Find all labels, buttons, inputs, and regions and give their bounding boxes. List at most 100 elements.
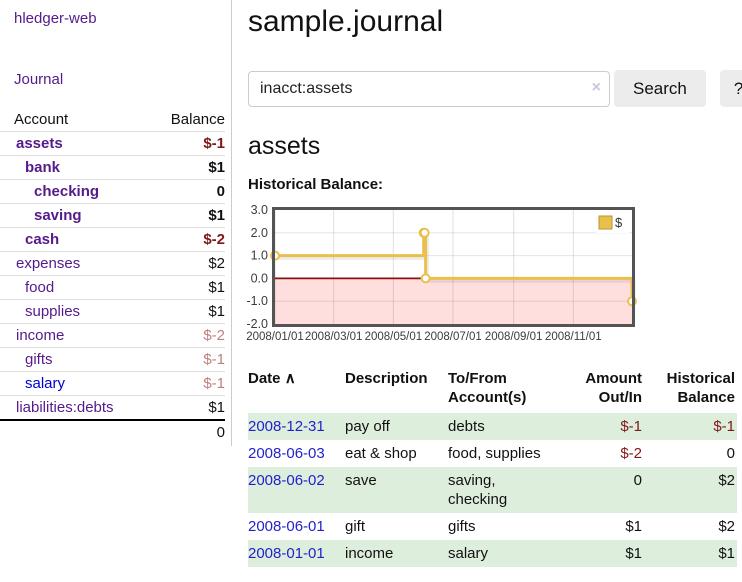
svg-text:2.0: 2.0 xyxy=(251,226,268,240)
account-link[interactable]: salary xyxy=(25,375,66,392)
account-balance: 0 xyxy=(152,179,225,204)
account-link[interactable]: food xyxy=(25,279,55,296)
transaction-amount: $-2 xyxy=(620,445,642,462)
register-row: 2008-12-31 pay off debts $-1 $-1 xyxy=(248,413,737,440)
account-row: saving $1 xyxy=(0,203,225,228)
page-title: sample.journal xyxy=(248,5,444,38)
account-row: supplies $1 xyxy=(0,299,225,324)
register-row: 2008-01-01 income salary $1 $1 xyxy=(248,540,737,567)
account-balance: $1 xyxy=(152,155,225,180)
help-button[interactable]: ? xyxy=(719,70,742,107)
clear-search-icon[interactable]: × xyxy=(591,78,601,96)
account-heading: assets xyxy=(248,132,321,160)
balance-chart-container: $3.0 2.0 1.0 0.0 -1.0 -2.0 2008/01/01 2008/03/0… xyxy=(244,202,742,348)
account-link[interactable]: bank xyxy=(25,159,61,176)
svg-text:2008/05/01: 2008/05/01 xyxy=(365,331,423,343)
app-title-link[interactable]: hledger-web xyxy=(14,10,97,27)
transaction-date-link[interactable]: 2008-01-01 xyxy=(248,545,325,562)
transaction-balance: $-1 xyxy=(713,418,735,435)
main-content: sample.journal × Search ? assets Histori… xyxy=(232,0,742,567)
transaction-accounts: gifts xyxy=(448,518,476,535)
account-balance: $-2 xyxy=(152,323,225,348)
account-balance: $-1 xyxy=(152,347,225,372)
transaction-date-link[interactable]: 2008-06-03 xyxy=(248,445,325,462)
account-total-row: 0 xyxy=(0,419,225,444)
transaction-amount: 0 xyxy=(633,472,642,489)
transaction-date-link[interactable]: 2008-06-01 xyxy=(248,518,325,535)
transaction-description: save xyxy=(345,472,377,489)
account-row: income $-2 xyxy=(0,323,225,348)
account-balance: $-2 xyxy=(152,227,225,252)
account-row: expenses $2 xyxy=(0,251,225,276)
description-column-header: Description xyxy=(345,370,428,387)
svg-text:2008/11/01: 2008/11/01 xyxy=(545,331,602,343)
svg-text:0.0: 0.0 xyxy=(251,271,268,285)
transaction-description: eat & shop xyxy=(345,445,417,462)
transaction-date-link[interactable]: 2008-06-02 xyxy=(248,472,325,489)
account-balance-table: Account Balance assets $-1 bank $1 checking 0… xyxy=(0,108,225,444)
register-table: Date ∧ Description To/From Account(s) Am… xyxy=(248,366,737,567)
sidebar: hledger-web Journal Account Balance asse… xyxy=(0,0,232,446)
account-row: checking 0 xyxy=(0,179,225,204)
svg-text:3.0: 3.0 xyxy=(251,203,268,217)
transaction-description: gift xyxy=(345,518,366,535)
account-link[interactable]: supplies xyxy=(25,303,81,320)
transaction-balance: $2 xyxy=(718,518,735,535)
account-total-balance: 0 xyxy=(152,419,225,444)
account-link[interactable]: gifts xyxy=(25,351,53,368)
register-row: 2008-06-01 gift gifts $1 $2 xyxy=(248,513,737,540)
search-input[interactable] xyxy=(248,70,610,107)
search-button[interactable]: Search xyxy=(614,70,706,107)
account-link[interactable]: saving xyxy=(34,207,82,224)
register-header-row: Date ∧ Description To/From Account(s) Am… xyxy=(248,366,737,413)
date-column-header[interactable]: Date ∧ xyxy=(248,370,296,387)
account-table-body: assets $-1 bank $1 checking 0 saving $1 cash $-2 e… xyxy=(0,131,225,421)
account-row: assets $-1 xyxy=(0,131,225,156)
sort-ascending-icon: ∧ xyxy=(284,370,296,387)
register-row: 2008-06-03 eat & shop food, supplies $-2 0 xyxy=(248,440,737,467)
account-row: food $1 xyxy=(0,275,225,300)
register-row: 2008-06-02 save saving, checking 0 $2 xyxy=(248,467,737,513)
transaction-description: income xyxy=(345,545,394,562)
balance-column-header-register: Historical Balance xyxy=(666,370,735,406)
account-link[interactable]: checking xyxy=(34,183,100,200)
svg-text:2008/09/01: 2008/09/01 xyxy=(485,331,543,343)
svg-text:2008/03/01: 2008/03/01 xyxy=(305,331,363,343)
app-window: hledger-web Journal Account Balance asse… xyxy=(0,0,742,567)
account-row: cash $-2 xyxy=(0,227,225,252)
account-balance: $-1 xyxy=(152,131,225,156)
account-row: liabilities:debts $1 xyxy=(0,396,225,421)
account-link[interactable]: cash xyxy=(25,231,60,248)
search-bar: × Search ? xyxy=(248,70,742,107)
account-link[interactable]: expenses xyxy=(16,255,81,272)
transaction-amount: $1 xyxy=(625,545,642,562)
transaction-amount: $-1 xyxy=(620,418,642,435)
transaction-balance: $2 xyxy=(718,472,735,489)
svg-text:1.0: 1.0 xyxy=(251,249,268,263)
transaction-date-link[interactable]: 2008-12-31 xyxy=(248,418,325,435)
svg-text:2008/07/01: 2008/07/01 xyxy=(424,331,482,343)
transaction-accounts: food, supplies xyxy=(448,445,541,462)
transaction-accounts: saving, checking xyxy=(448,472,508,508)
account-column-header: Account xyxy=(0,108,153,132)
account-balance: $2 xyxy=(152,251,225,276)
account-link[interactable]: liabilities:debts xyxy=(16,399,114,416)
svg-text:2008/01/01: 2008/01/01 xyxy=(246,331,304,343)
transaction-accounts: salary xyxy=(448,545,489,562)
account-row: gifts $-1 xyxy=(0,347,225,372)
accounts-column-header: To/From Account(s) xyxy=(448,370,527,406)
svg-text:-1.0: -1.0 xyxy=(246,294,268,308)
account-balance: $1 xyxy=(152,275,225,300)
svg-text:$: $ xyxy=(615,215,623,230)
transaction-balance: $1 xyxy=(718,545,735,562)
account-link[interactable]: assets xyxy=(16,135,63,152)
account-balance: $1 xyxy=(152,203,225,228)
journal-link[interactable]: Journal xyxy=(14,71,64,88)
account-balance: $1 xyxy=(208,399,225,416)
transaction-description: pay off xyxy=(345,418,390,435)
amount-column-header: Amount Out/In xyxy=(585,370,642,406)
account-link[interactable]: income xyxy=(16,327,65,344)
balance-column-header: Balance xyxy=(152,108,225,132)
account-row: salary $-1 xyxy=(0,371,225,396)
